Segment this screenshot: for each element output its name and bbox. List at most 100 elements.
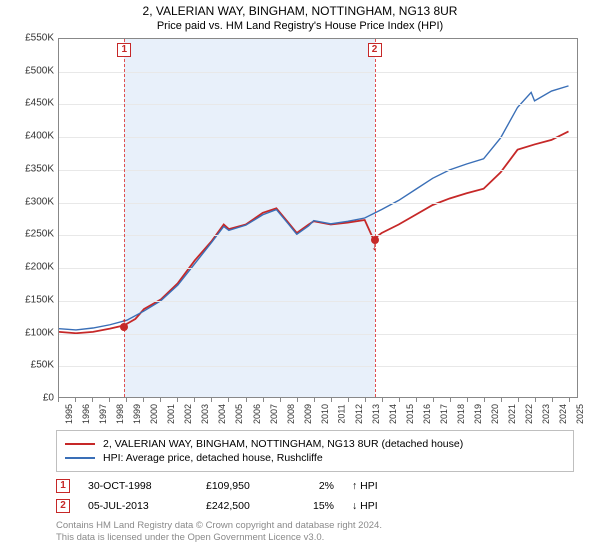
sale-vline xyxy=(375,39,376,397)
x-tick xyxy=(194,398,195,402)
sale-date: 05-JUL-2013 xyxy=(88,500,188,512)
x-tick xyxy=(143,398,144,402)
x-tick-label: 2016 xyxy=(422,404,432,424)
x-tick-label: 2003 xyxy=(200,404,210,424)
y-tick-label: £100K xyxy=(25,327,54,338)
x-tick-label: 1995 xyxy=(64,404,74,424)
x-tick xyxy=(92,398,93,402)
x-tick-label: 1999 xyxy=(132,404,142,424)
y-tick-label: £550K xyxy=(25,33,54,44)
y-tick-label: £150K xyxy=(25,294,54,305)
direction-arrow-icon: ↑ xyxy=(121,315,128,329)
x-tick-label: 2023 xyxy=(541,404,551,424)
footnote-line-2: This data is licensed under the Open Gov… xyxy=(56,532,574,544)
gridline xyxy=(59,334,577,335)
y-axis-labels: £0£50K£100K£150K£200K£250K£300K£350K£400… xyxy=(14,38,56,398)
x-tick xyxy=(348,398,349,402)
x-tick-label: 2020 xyxy=(490,404,500,424)
x-tick xyxy=(552,398,553,402)
gridline xyxy=(59,235,577,236)
x-tick xyxy=(280,398,281,402)
x-tick-label: 2012 xyxy=(354,404,364,424)
footnote-line-1: Contains HM Land Registry data © Crown c… xyxy=(56,520,574,532)
gridline xyxy=(59,72,577,73)
x-tick xyxy=(484,398,485,402)
x-tick-label: 2025 xyxy=(575,404,585,424)
sale-row-1: 1 30-OCT-1998 £109,950 2% ↑ HPI xyxy=(56,476,574,496)
x-tick xyxy=(160,398,161,402)
x-tick-label: 2005 xyxy=(235,404,245,424)
sale-date: 30-OCT-1998 xyxy=(88,480,188,492)
x-tick-label: 2004 xyxy=(217,404,227,424)
x-tick xyxy=(109,398,110,402)
x-tick xyxy=(467,398,468,402)
sale-direction: ↑ HPI xyxy=(352,480,412,492)
y-tick-label: £200K xyxy=(25,262,54,273)
sale-direction: ↓ HPI xyxy=(352,500,412,512)
x-tick-label: 2010 xyxy=(320,404,330,424)
x-tick xyxy=(535,398,536,402)
x-tick-label: 2007 xyxy=(269,404,279,424)
x-tick xyxy=(263,398,264,402)
x-tick-label: 2022 xyxy=(524,404,534,424)
x-tick-label: 2002 xyxy=(183,404,193,424)
x-tick-label: 2015 xyxy=(405,404,415,424)
x-tick-label: 2008 xyxy=(286,404,296,424)
y-tick-label: £500K xyxy=(25,65,54,76)
x-tick xyxy=(75,398,76,402)
y-tick-label: £250K xyxy=(25,229,54,240)
x-tick xyxy=(399,398,400,402)
y-tick-label: £450K xyxy=(25,98,54,109)
x-tick xyxy=(569,398,570,402)
y-tick-label: £350K xyxy=(25,163,54,174)
x-tick-label: 2013 xyxy=(371,404,381,424)
legend-row: HPI: Average price, detached house, Rush… xyxy=(65,451,565,465)
gridline xyxy=(59,137,577,138)
direction-arrow-icon: ↓ xyxy=(371,238,378,252)
y-tick-label: £50K xyxy=(31,360,54,371)
x-tick xyxy=(433,398,434,402)
sale-row-marker: 2 xyxy=(56,499,70,513)
x-tick xyxy=(331,398,332,402)
chart-title: 2, VALERIAN WAY, BINGHAM, NOTTINGHAM, NG… xyxy=(0,0,600,18)
x-tick xyxy=(211,398,212,402)
sale-vline xyxy=(124,39,125,397)
sale-marker-2: 2 xyxy=(368,43,382,57)
legend-label: HPI: Average price, detached house, Rush… xyxy=(103,452,323,464)
gridline xyxy=(59,268,577,269)
y-tick-label: £400K xyxy=(25,131,54,142)
x-tick-label: 2018 xyxy=(456,404,466,424)
sale-price: £242,500 xyxy=(206,500,276,512)
sale-markers-table: 1 30-OCT-1998 £109,950 2% ↑ HPI 2 05-JUL-2013 £… xyxy=(56,476,574,516)
x-tick-label: 2014 xyxy=(388,404,398,424)
sale-marker-1: 1 xyxy=(117,43,131,57)
legend-box: 2, VALERIAN WAY, BINGHAM, NOTTINGHAM, NG… xyxy=(56,430,574,472)
y-tick-label: £300K xyxy=(25,196,54,207)
sale-row-2: 2 05-JUL-2013 £242,500 15% ↓ HPI xyxy=(56,496,574,516)
x-tick-label: 2001 xyxy=(166,404,176,424)
x-tick xyxy=(177,398,178,402)
x-tick xyxy=(58,398,59,402)
chart-area: £0 £50K £100K £150K £200K £250K £300K £350K £400… xyxy=(14,38,584,428)
sale-row-marker: 1 xyxy=(56,479,70,493)
x-tick xyxy=(382,398,383,402)
sale-price: £109,950 xyxy=(206,480,276,492)
plot-svg xyxy=(59,39,577,397)
x-tick xyxy=(126,398,127,402)
sale-pct: 15% xyxy=(294,500,334,512)
legend-row: 2, VALERIAN WAY, BINGHAM, NOTTINGHAM, NG… xyxy=(65,437,565,451)
x-tick-label: 2009 xyxy=(303,404,313,424)
footnote: Contains HM Land Registry data © Crown c… xyxy=(56,520,574,545)
x-tick-label: 2011 xyxy=(336,404,346,423)
sale-pct: 2% xyxy=(294,480,334,492)
x-tick xyxy=(314,398,315,402)
x-tick-label: 1997 xyxy=(98,404,108,424)
y-tick-label: £0 xyxy=(43,393,54,404)
x-tick-label: 2024 xyxy=(558,404,568,424)
gridline xyxy=(59,170,577,171)
legend-label: 2, VALERIAN WAY, BINGHAM, NOTTINGHAM, NG… xyxy=(103,438,463,450)
x-tick xyxy=(416,398,417,402)
chart-subtitle: Price paid vs. HM Land Registry's House … xyxy=(0,18,600,38)
x-tick xyxy=(450,398,451,402)
series-hpi xyxy=(59,86,569,330)
